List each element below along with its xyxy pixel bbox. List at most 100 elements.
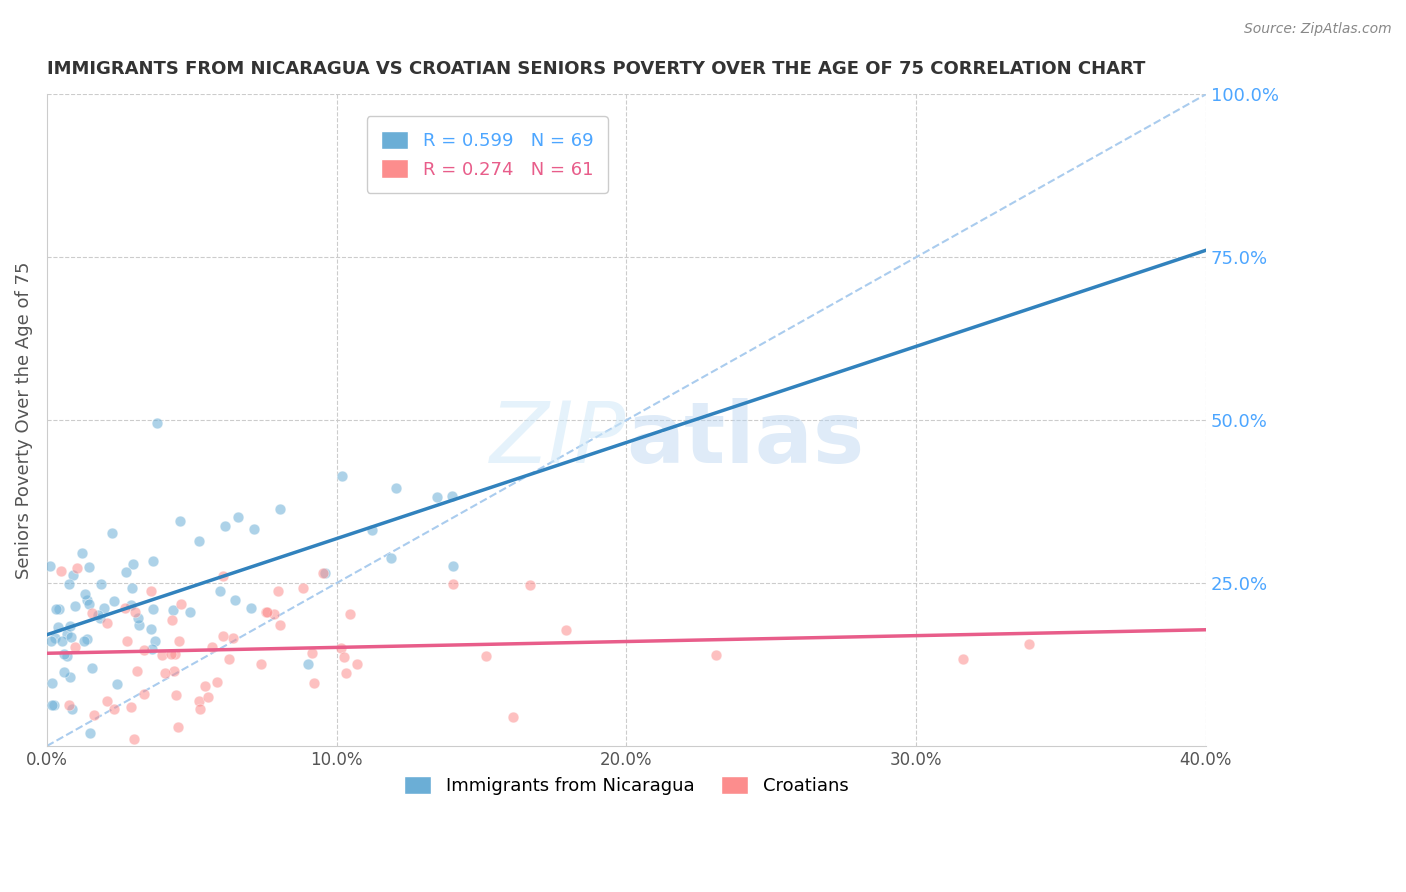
Point — [250, 657, 273, 671]
Point — [48, 602, 70, 616]
Point — [89, 610, 111, 624]
Point — [267, 584, 290, 599]
Point — [107, 676, 129, 690]
Point — [122, 557, 145, 571]
Point — [314, 566, 336, 580]
Legend: Immigrants from Nicaragua, Croatians: Immigrants from Nicaragua, Croatians — [396, 768, 856, 802]
Point — [70, 546, 93, 560]
Point — [38, 559, 60, 574]
Point — [143, 633, 166, 648]
Point — [188, 533, 211, 548]
Point — [76, 593, 98, 607]
Point — [170, 597, 193, 611]
Point — [150, 648, 173, 663]
Point — [82, 661, 104, 675]
Point — [65, 640, 87, 654]
Point — [53, 665, 76, 679]
Point — [269, 501, 291, 516]
Point — [312, 566, 335, 580]
Point — [42, 698, 65, 713]
Point — [440, 489, 463, 503]
Point — [263, 607, 285, 622]
Point — [80, 606, 103, 620]
Point — [1018, 637, 1040, 651]
Point — [51, 633, 73, 648]
Point — [201, 640, 224, 655]
Point — [145, 417, 167, 431]
Point — [114, 600, 136, 615]
Y-axis label: Seniors Poverty Over the Age of 75: Seniors Poverty Over the Age of 75 — [15, 261, 32, 579]
Point — [165, 688, 187, 702]
Point — [301, 647, 323, 661]
Point — [335, 666, 357, 681]
Text: atlas: atlas — [626, 398, 865, 482]
Point — [75, 586, 97, 600]
Point — [79, 726, 101, 740]
Point — [58, 698, 80, 712]
Text: Source: ZipAtlas.com: Source: ZipAtlas.com — [1244, 22, 1392, 37]
Point — [704, 648, 727, 662]
Point — [163, 664, 186, 678]
Point — [153, 666, 176, 681]
Point — [269, 618, 291, 632]
Point — [139, 583, 162, 598]
Point — [103, 702, 125, 716]
Point — [124, 605, 146, 619]
Point — [224, 593, 246, 607]
Point — [297, 657, 319, 671]
Point — [330, 641, 353, 656]
Point — [120, 598, 142, 612]
Point — [41, 698, 63, 713]
Point — [333, 650, 356, 665]
Point — [142, 602, 165, 616]
Point — [211, 568, 233, 582]
Point — [103, 594, 125, 608]
Point — [214, 519, 236, 533]
Text: ZIP: ZIP — [491, 398, 626, 482]
Point — [59, 631, 82, 645]
Point — [211, 629, 233, 643]
Point — [101, 526, 124, 541]
Point — [179, 605, 201, 619]
Point — [243, 523, 266, 537]
Point — [240, 601, 263, 615]
Point — [188, 701, 211, 715]
Point — [228, 509, 250, 524]
Point — [39, 634, 62, 648]
Point — [197, 690, 219, 704]
Text: IMMIGRANTS FROM NICARAGUA VS CROATIAN SENIORS POVERTY OVER THE AGE OF 75 CORRELA: IMMIGRANTS FROM NICARAGUA VS CROATIAN SE… — [46, 60, 1146, 78]
Point — [221, 631, 243, 645]
Point — [380, 551, 402, 566]
Point — [63, 599, 86, 613]
Point — [167, 633, 190, 648]
Point — [952, 651, 974, 665]
Point — [127, 664, 149, 678]
Point — [139, 622, 162, 636]
Point — [122, 732, 145, 747]
Point — [55, 627, 77, 641]
Point — [502, 710, 524, 724]
Point — [441, 559, 464, 574]
Point — [41, 676, 63, 690]
Point — [66, 561, 89, 575]
Point — [165, 647, 187, 661]
Point — [384, 482, 406, 496]
Point — [87, 607, 110, 622]
Point — [60, 702, 83, 716]
Point — [208, 583, 231, 598]
Point — [59, 669, 82, 683]
Point — [330, 469, 353, 483]
Point — [45, 601, 67, 615]
Point — [141, 642, 163, 657]
Point — [194, 679, 217, 693]
Point — [121, 581, 143, 595]
Point — [160, 647, 183, 661]
Point — [120, 699, 142, 714]
Point — [90, 576, 112, 591]
Point — [166, 720, 188, 734]
Point — [93, 601, 115, 615]
Point — [127, 611, 149, 625]
Point — [339, 607, 361, 622]
Point — [187, 693, 209, 707]
Point — [169, 514, 191, 528]
